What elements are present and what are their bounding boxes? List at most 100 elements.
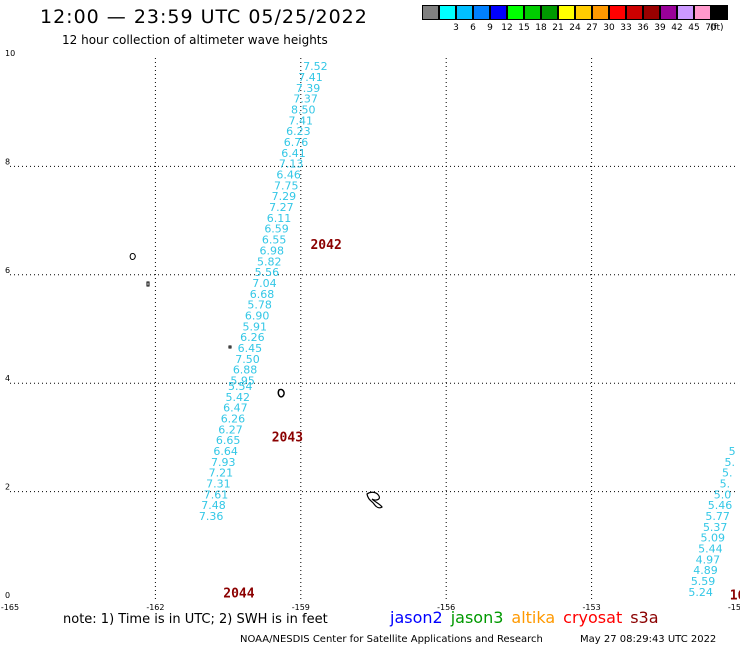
wave-height-value: 5.59 — [691, 575, 716, 588]
wave-height-value: 5.78 — [247, 299, 272, 312]
lat-tick-label: 2 — [5, 483, 10, 492]
pass-number-label: 2043 — [272, 430, 303, 445]
lon-tick-label: -165 — [1, 603, 19, 612]
wave-height-value: 6.26 — [240, 331, 265, 344]
wave-height-value: 6.27 — [218, 423, 243, 436]
color-swatch-label: 12 — [501, 23, 513, 33]
color-swatch-label: 27 — [586, 23, 598, 33]
wave-height-value: 6.98 — [259, 244, 284, 257]
color-swatch-label: 70 — [705, 23, 717, 33]
color-swatch-label: 24 — [569, 23, 581, 33]
wave-height-value: 5.37 — [703, 521, 728, 534]
color-swatch — [456, 5, 473, 20]
map-subtitle: 12 hour collection of altimeter wave hei… — [62, 33, 328, 47]
wave-height-value: 6.47 — [223, 402, 248, 415]
island-outline — [228, 345, 232, 349]
lat-tick-label: 8 — [5, 157, 10, 166]
color-swatch — [609, 5, 626, 20]
color-swatch — [558, 5, 575, 20]
color-swatch — [677, 5, 694, 20]
wave-height-value: 6.90 — [245, 309, 270, 322]
footnote: note: 1) Time is in UTC; 2) SWH is in fe… — [63, 612, 328, 627]
color-swatch-label: 39 — [654, 23, 666, 33]
island-outline — [366, 491, 383, 509]
wave-height-value: 6.26 — [221, 412, 246, 425]
color-swatch — [575, 5, 592, 20]
color-swatch — [592, 5, 609, 20]
wave-height-value: 5. — [720, 477, 731, 490]
color-swatch-label: 45 — [688, 23, 700, 33]
wave-height-value: 5.09 — [701, 532, 726, 545]
color-swatch — [643, 5, 660, 20]
wave-height-value: 7.41 — [289, 114, 314, 127]
pass-number-label: 2042 — [310, 238, 341, 253]
wave-height-value: 5.91 — [243, 320, 268, 333]
satellite-legend-item: cryosat — [563, 608, 623, 627]
wave-height-value: 4.97 — [696, 553, 721, 566]
color-swatch — [626, 5, 643, 20]
wave-height-value: 7.61 — [204, 488, 229, 501]
wave-height-value: 7.27 — [269, 201, 294, 214]
credit-line: NOAA/NESDIS Center for Satellite Applica… — [240, 634, 543, 645]
wave-height-value: 7.13 — [279, 158, 304, 171]
island-outline — [129, 253, 136, 260]
color-swatch-label: 15 — [518, 23, 530, 33]
wave-height-value: 5.77 — [705, 510, 730, 523]
wave-height-value: 6.68 — [250, 288, 275, 301]
wave-height-value: 7.36 — [199, 510, 224, 523]
wave-height-value: 7.39 — [296, 82, 321, 95]
wave-height-value: 7.50 — [235, 353, 260, 366]
lon-tick-label: -159 — [292, 603, 310, 612]
color-swatch-label: 6 — [470, 23, 476, 33]
color-swatch-label: 33 — [620, 23, 632, 33]
wave-height-value: 5.0 — [714, 488, 732, 501]
lat-tick-label: 0 — [5, 591, 10, 600]
map-title: 12:00 — 23:59 UTC 05/25/2022 — [40, 6, 368, 28]
lat-tick-label: 10 — [5, 49, 15, 58]
wave-height-value: 6.65 — [216, 434, 241, 447]
color-swatch-label: 3 — [453, 23, 459, 33]
lat-tick-label: 6 — [5, 266, 10, 275]
color-swatch-label: 18 — [535, 23, 547, 33]
wave-height-value: 7.93 — [211, 456, 236, 469]
legend-unit: (ft) — [710, 23, 724, 33]
map-grid — [10, 58, 737, 600]
color-swatch — [694, 5, 711, 20]
wave-height-value: 8.50 — [291, 103, 316, 116]
wave-height-value: 6.45 — [238, 342, 263, 355]
lat-tick-label: 4 — [5, 374, 10, 383]
wave-height-value: 5.24 — [688, 586, 713, 599]
wave-height-value: 6.88 — [233, 364, 258, 377]
island-outline — [146, 281, 150, 287]
color-swatch — [541, 5, 558, 20]
wave-height-value: 7.31 — [206, 477, 231, 490]
wave-height-value: 4.89 — [693, 564, 718, 577]
color-swatch — [422, 5, 439, 20]
wave-height-value: 7.52 — [303, 60, 328, 73]
satellite-legend-item: jason3 — [450, 608, 504, 627]
color-swatch — [490, 5, 507, 20]
color-swatch — [473, 5, 490, 20]
lon-tick-label: -162 — [146, 603, 164, 612]
satellite-legend-item: jason2 — [390, 608, 443, 627]
wave-height-value: 6.46 — [276, 169, 301, 182]
wave-height-value: 5 — [729, 445, 736, 458]
color-swatch-label: 36 — [637, 23, 649, 33]
islands — [129, 253, 383, 509]
wave-height-value: 5.54 — [228, 380, 253, 393]
island-outline — [277, 388, 285, 398]
wave-height-value: 6.59 — [264, 223, 289, 236]
pass-number-label: 2044 — [223, 586, 254, 601]
wave-height-value: 7.48 — [201, 499, 226, 512]
wave-height-value: 6.76 — [284, 136, 309, 149]
color-swatch — [524, 5, 541, 20]
wave-height-value: 6.23 — [286, 125, 311, 138]
wave-height-value: 5. — [724, 456, 735, 469]
wave-height-value: 5.44 — [698, 543, 723, 556]
satellite-legend: jason2 jason3 altika cryosat s3a — [390, 608, 667, 627]
wave-height-value: 7.04 — [252, 277, 277, 290]
satellite-legend-item: s3a — [630, 608, 659, 627]
color-swatch-label: 21 — [552, 23, 564, 33]
color-swatch — [711, 5, 728, 20]
